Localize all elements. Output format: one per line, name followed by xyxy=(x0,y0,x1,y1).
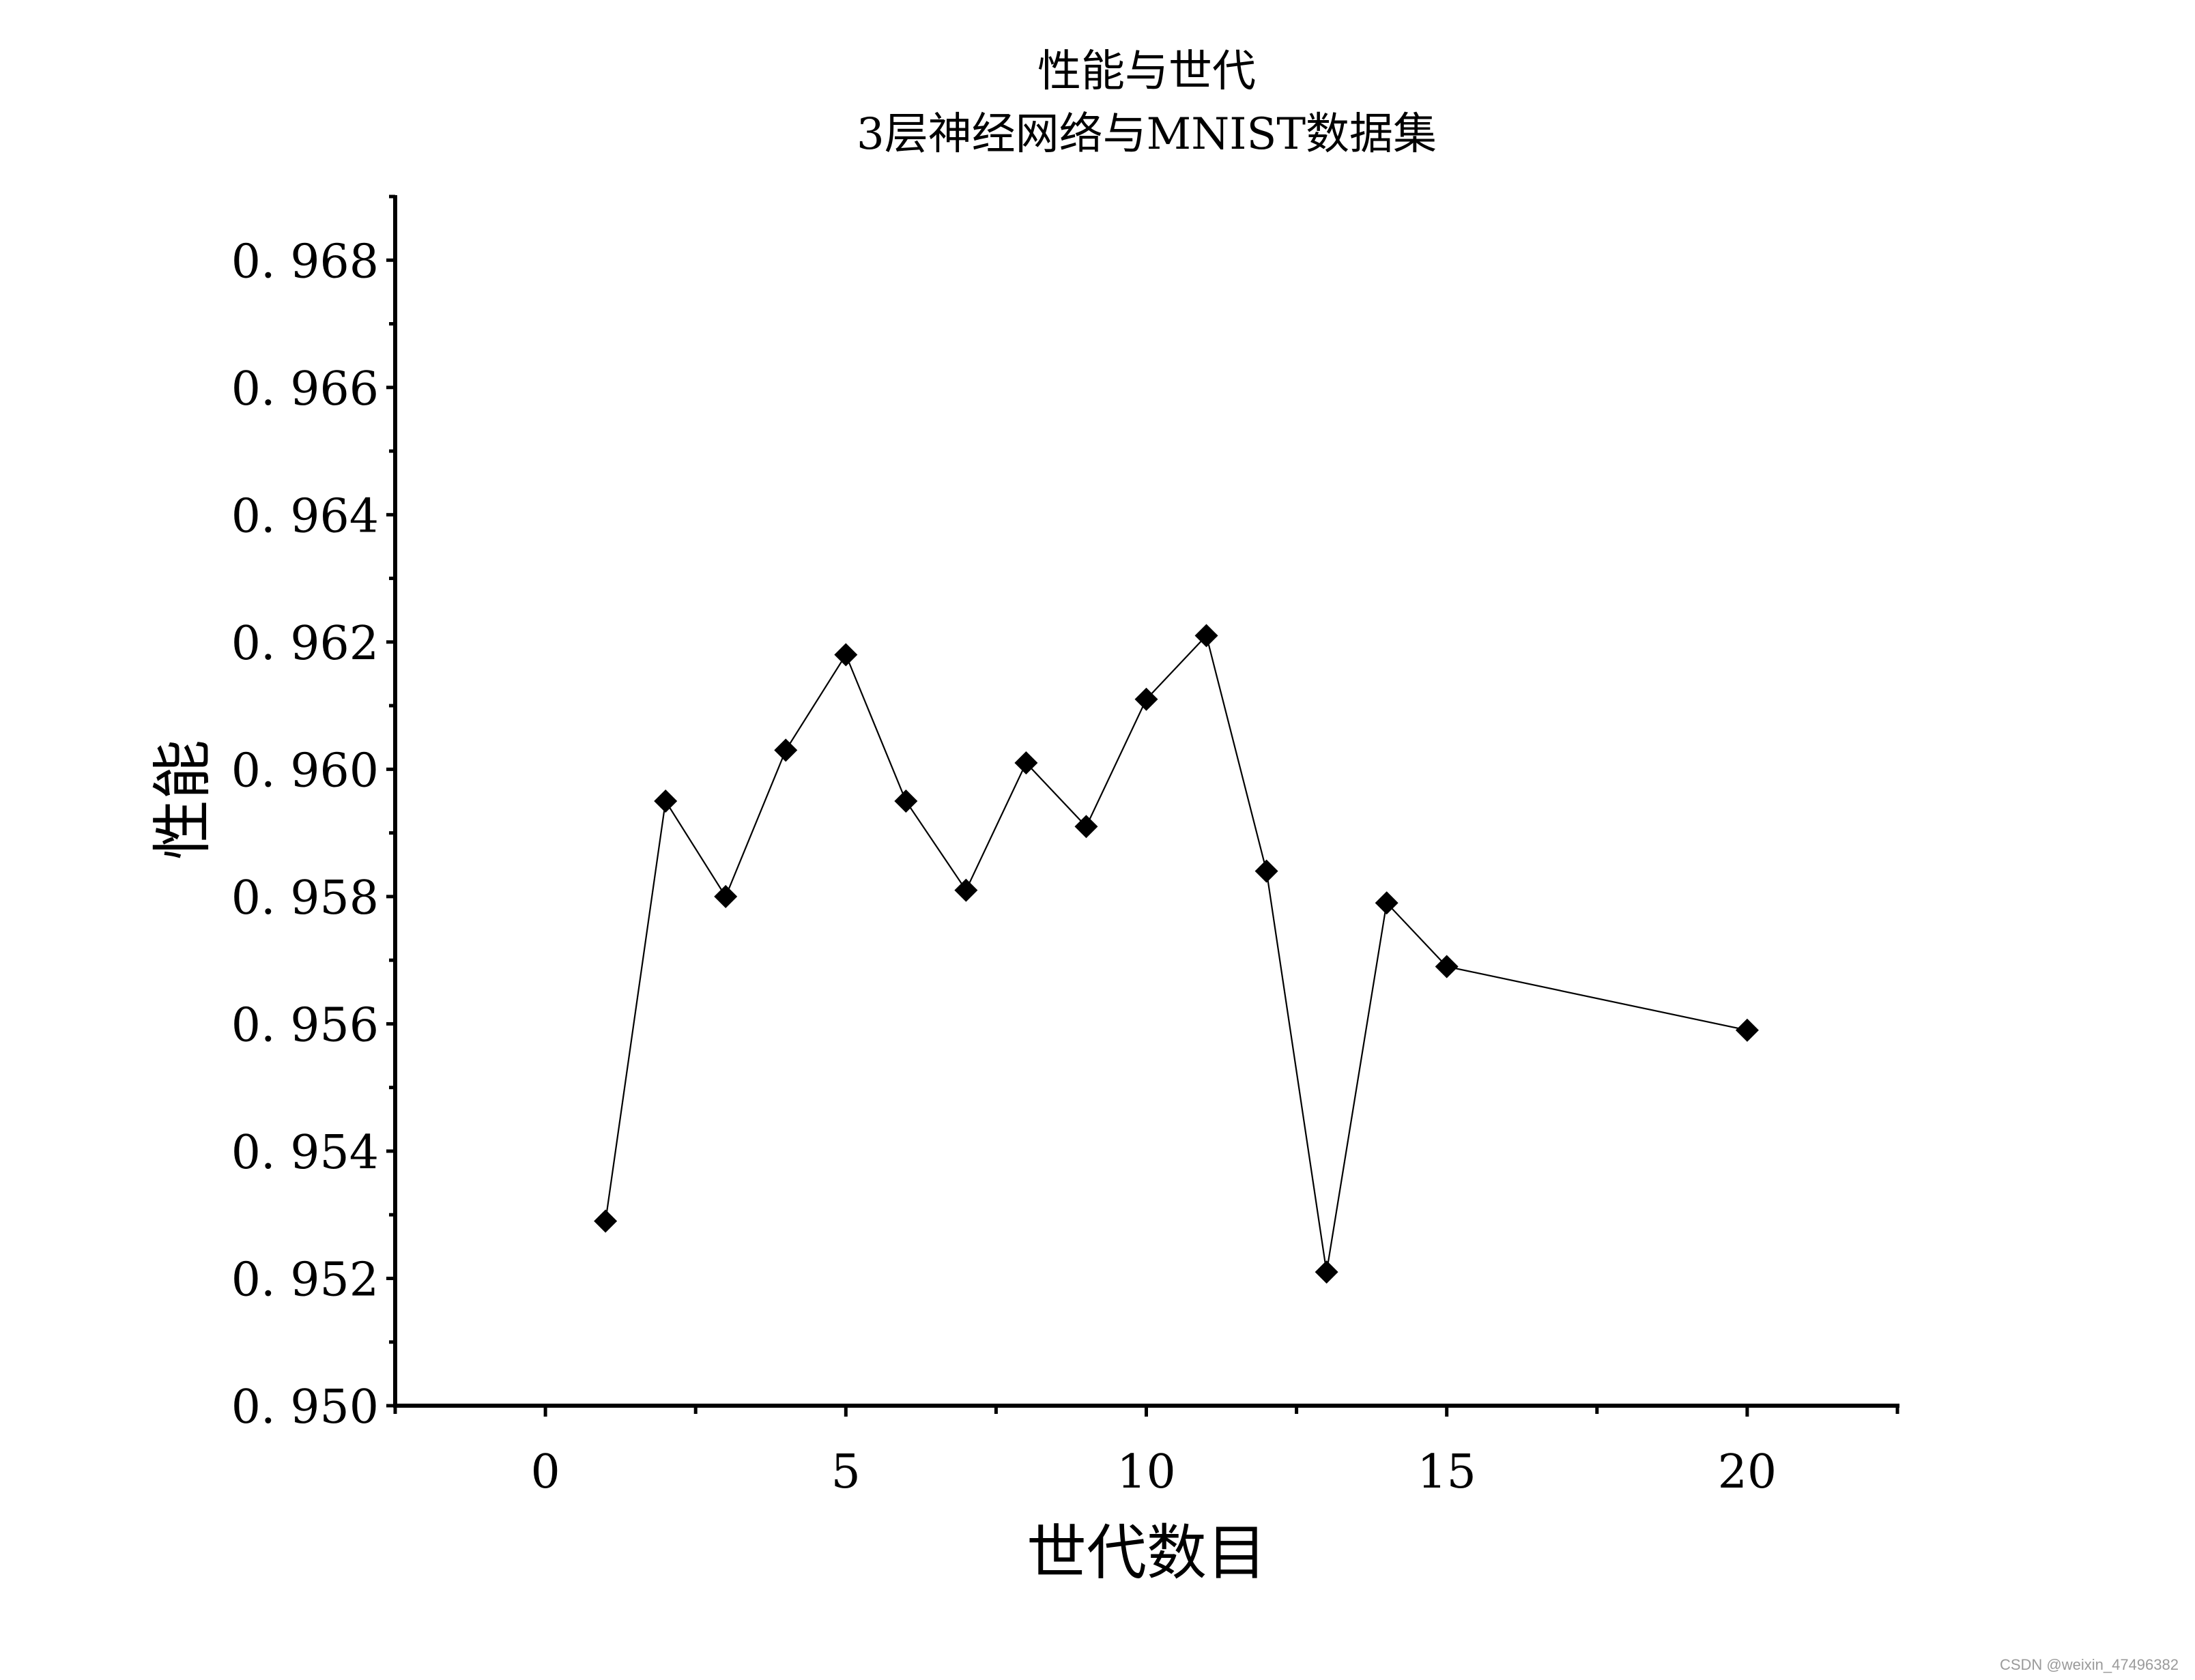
data-point-marker xyxy=(1375,891,1398,915)
data-point-marker xyxy=(714,884,738,908)
y-tick-label: 0. 956 xyxy=(231,998,379,1052)
watermark: CSDN @weixin_47496382 xyxy=(2000,1656,2179,1673)
y-tick-label: 0. 952 xyxy=(231,1253,379,1307)
y-tick-label: 0. 966 xyxy=(231,362,379,416)
y-tick-label: 0. 962 xyxy=(231,617,379,671)
series-markers-group xyxy=(594,624,1759,1284)
chart-subtitle: 3层神经网络与MNIST数据集 xyxy=(857,109,1437,160)
data-point-marker xyxy=(1134,687,1158,711)
x-tick-label: 10 xyxy=(1117,1445,1176,1499)
x-axis-ticks: 0 5 10 15 20 xyxy=(393,1406,1899,1499)
x-axis-label: 世代数目 xyxy=(1027,1518,1267,1588)
series-line-group xyxy=(605,634,1748,1273)
data-point-marker xyxy=(1435,955,1459,979)
y-axis-ticks: 0. 950 0. 952 0. 954 0. 956 0. 958 0. 960 0. 9… xyxy=(231,194,395,1434)
y-tick-label: 0. 964 xyxy=(231,489,379,543)
data-point-marker xyxy=(594,1209,618,1233)
chart-title: 性能与世代 xyxy=(1037,46,1256,97)
data-point-marker xyxy=(1254,859,1278,883)
y-axis-label: 性能 xyxy=(147,740,218,860)
x-tick-label: 20 xyxy=(1718,1445,1777,1499)
x-tick-label: 5 xyxy=(831,1445,861,1499)
data-point-marker xyxy=(1074,815,1098,839)
data-point-marker xyxy=(774,738,798,762)
data-point-marker xyxy=(894,790,918,813)
x-tick-label: 15 xyxy=(1417,1445,1476,1499)
data-point-marker xyxy=(834,643,858,667)
y-tick-label: 0. 960 xyxy=(231,744,379,798)
data-point-marker xyxy=(1194,624,1218,648)
series-line xyxy=(605,634,1748,1273)
y-tick-label: 0. 968 xyxy=(231,235,379,289)
x-tick-label: 0 xyxy=(530,1445,560,1499)
data-point-marker xyxy=(1315,1260,1338,1284)
data-point-marker xyxy=(654,790,678,813)
data-point-marker xyxy=(1735,1018,1759,1042)
data-point-marker xyxy=(954,878,978,902)
data-point-marker xyxy=(1014,751,1038,775)
y-tick-label: 0. 950 xyxy=(231,1380,379,1434)
y-tick-label: 0. 954 xyxy=(231,1126,379,1180)
y-tick-label: 0. 958 xyxy=(231,871,379,925)
